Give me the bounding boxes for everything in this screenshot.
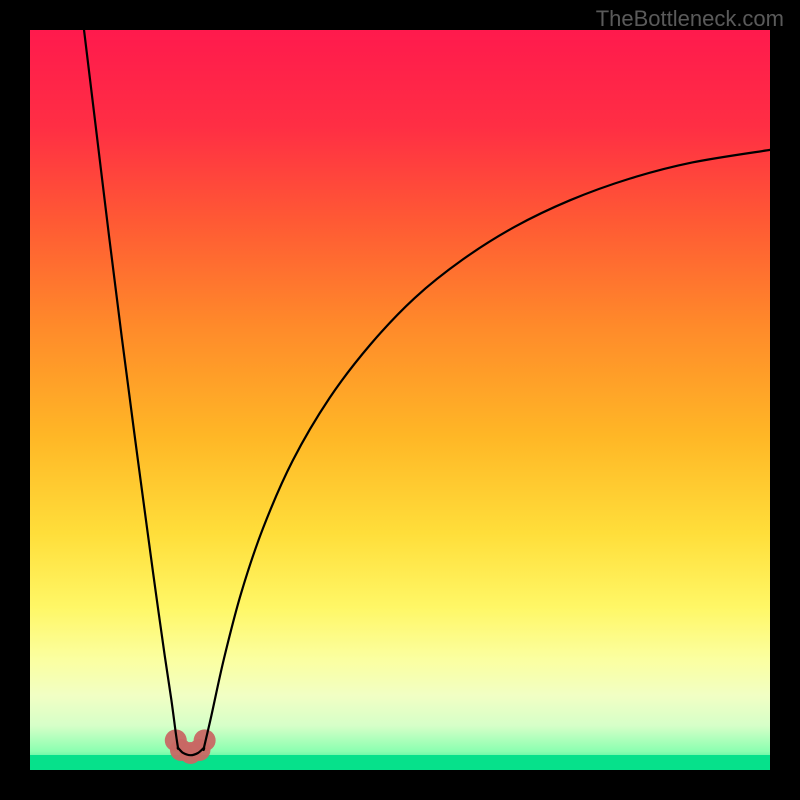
chart-frame: TheBottleneck.com	[0, 0, 800, 800]
bottom-green-band	[30, 755, 770, 770]
bottleneck-chart	[30, 30, 770, 770]
watermark-text: TheBottleneck.com	[596, 6, 784, 32]
gradient-background	[30, 30, 770, 770]
